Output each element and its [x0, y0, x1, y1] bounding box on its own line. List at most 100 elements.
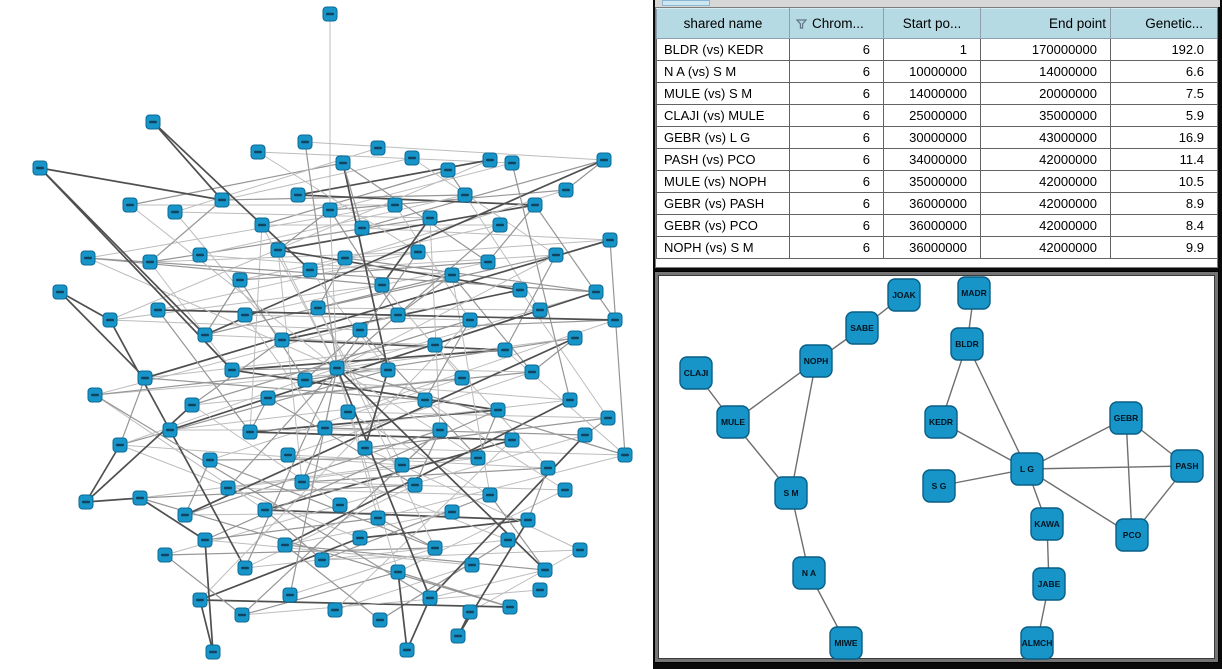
table-cell[interactable]: GEBR (vs) PCO — [656, 214, 790, 237]
network-node[interactable] — [572, 542, 588, 558]
network-node[interactable] — [532, 302, 548, 318]
network-node[interactable] — [370, 140, 386, 156]
network-node[interactable] — [162, 422, 178, 438]
table-cell[interactable]: 9.9 — [1110, 236, 1217, 259]
network-node[interactable] — [335, 155, 351, 171]
col-header-genetic[interactable]: Genetic... — [1110, 8, 1217, 39]
network-node[interactable] — [297, 372, 313, 388]
node-PCO[interactable]: PCO — [1115, 518, 1149, 552]
network-node[interactable] — [617, 447, 633, 463]
network-node[interactable] — [260, 390, 276, 406]
filter-icon[interactable] — [796, 19, 807, 29]
table-cell[interactable]: 14000000 — [883, 82, 981, 105]
col-header-end-point[interactable]: End point — [980, 8, 1111, 39]
network-node[interactable] — [427, 337, 443, 353]
network-node[interactable] — [607, 312, 623, 328]
network-node[interactable] — [242, 424, 258, 440]
network-node[interactable] — [205, 644, 221, 660]
col-header-shared-name[interactable]: shared name — [656, 8, 790, 39]
table-cell[interactable]: 170000000 — [980, 38, 1111, 61]
network-node[interactable] — [588, 284, 604, 300]
table-cell[interactable]: 6 — [789, 236, 884, 259]
network-node[interactable] — [250, 144, 266, 160]
network-node[interactable] — [327, 602, 343, 618]
network-node[interactable] — [237, 560, 253, 576]
network-node[interactable] — [52, 284, 68, 300]
network-node[interactable] — [444, 267, 460, 283]
network-node[interactable] — [540, 460, 556, 476]
overview-network-canvas[interactable] — [0, 0, 653, 669]
network-node[interactable] — [87, 387, 103, 403]
network-node[interactable] — [322, 202, 338, 218]
network-node[interactable] — [457, 187, 473, 203]
network-node[interactable] — [374, 277, 390, 293]
table-cell[interactable]: 6 — [789, 82, 884, 105]
table-cell[interactable]: 6 — [789, 214, 884, 237]
network-node[interactable] — [122, 197, 138, 213]
table-cell[interactable]: 36000000 — [883, 192, 981, 215]
table-cell[interactable]: 42000000 — [980, 214, 1111, 237]
network-node[interactable] — [399, 642, 415, 658]
network-node[interactable] — [422, 210, 438, 226]
network-node[interactable] — [387, 197, 403, 213]
table-cell[interactable]: 6 — [789, 148, 884, 171]
table-row[interactable]: BLDR (vs) KEDR 6 1 170000000 192.0 — [656, 38, 1217, 61]
network-node[interactable] — [214, 192, 230, 208]
network-edge[interactable] — [1026, 468, 1133, 536]
node-S-G[interactable]: S G — [922, 469, 956, 503]
network-node[interactable] — [177, 507, 193, 523]
node-CLAJI[interactable]: CLAJI — [679, 356, 713, 390]
network-node[interactable] — [329, 360, 345, 376]
network-node[interactable] — [390, 307, 406, 323]
network-node[interactable] — [524, 364, 540, 380]
network-node[interactable] — [332, 497, 348, 513]
network-node[interactable] — [417, 392, 433, 408]
node-KEDR[interactable]: KEDR — [924, 405, 958, 439]
network-node[interactable] — [232, 272, 248, 288]
network-node[interactable] — [537, 562, 553, 578]
network-node[interactable] — [600, 410, 616, 426]
network-node[interactable] — [567, 330, 583, 346]
network-node[interactable] — [444, 504, 460, 520]
network-node[interactable] — [102, 312, 118, 328]
table-top-tab[interactable] — [662, 0, 710, 6]
table-cell[interactable]: BLDR (vs) KEDR — [656, 38, 790, 61]
table-cell[interactable]: 6 — [789, 60, 884, 83]
table-row[interactable]: MULE (vs) S M 6 14000000 20000000 7.5 — [656, 82, 1217, 105]
table-cell[interactable]: 6 — [789, 104, 884, 127]
network-node[interactable] — [404, 150, 420, 166]
network-node[interactable] — [352, 322, 368, 338]
network-node[interactable] — [504, 155, 520, 171]
network-node[interactable] — [167, 204, 183, 220]
table-row[interactable]: MULE (vs) NOPH 6 35000000 42000000 10.5 — [656, 170, 1217, 193]
node-BLDR[interactable]: BLDR — [950, 327, 984, 361]
sub-network-view[interactable]: JOAK SABE NOPH CLAJI MULE S M N A MIWE MADR BLDR K… — [658, 275, 1215, 660]
network-node[interactable] — [464, 557, 480, 573]
network-node[interactable] — [254, 217, 270, 233]
network-node[interactable] — [462, 312, 478, 328]
table-cell[interactable]: 35000000 — [883, 170, 981, 193]
network-node[interactable] — [500, 532, 516, 548]
table-cell[interactable]: 6 — [789, 192, 884, 215]
network-node[interactable] — [32, 160, 48, 176]
network-node[interactable] — [142, 254, 158, 270]
table-cell[interactable]: 8.9 — [1110, 192, 1217, 215]
network-node[interactable] — [157, 547, 173, 563]
table-cell[interactable]: 10000000 — [883, 60, 981, 83]
network-edge[interactable] — [1125, 417, 1133, 536]
network-node[interactable] — [270, 242, 286, 258]
network-node[interactable] — [234, 607, 250, 623]
network-node[interactable] — [602, 232, 618, 248]
network-node[interactable] — [354, 220, 370, 236]
table-cell[interactable]: 6 — [789, 126, 884, 149]
network-node[interactable] — [370, 510, 386, 526]
network-node[interactable] — [150, 302, 166, 318]
network-node[interactable] — [480, 254, 496, 270]
network-node[interactable] — [224, 362, 240, 378]
table-cell[interactable]: 8.4 — [1110, 214, 1217, 237]
network-node[interactable] — [192, 592, 208, 608]
table-cell[interactable]: 6 — [789, 170, 884, 193]
table-cell[interactable]: 5.9 — [1110, 104, 1217, 127]
network-node[interactable] — [562, 392, 578, 408]
table-cell[interactable]: CLAJI (vs) MULE — [656, 104, 790, 127]
